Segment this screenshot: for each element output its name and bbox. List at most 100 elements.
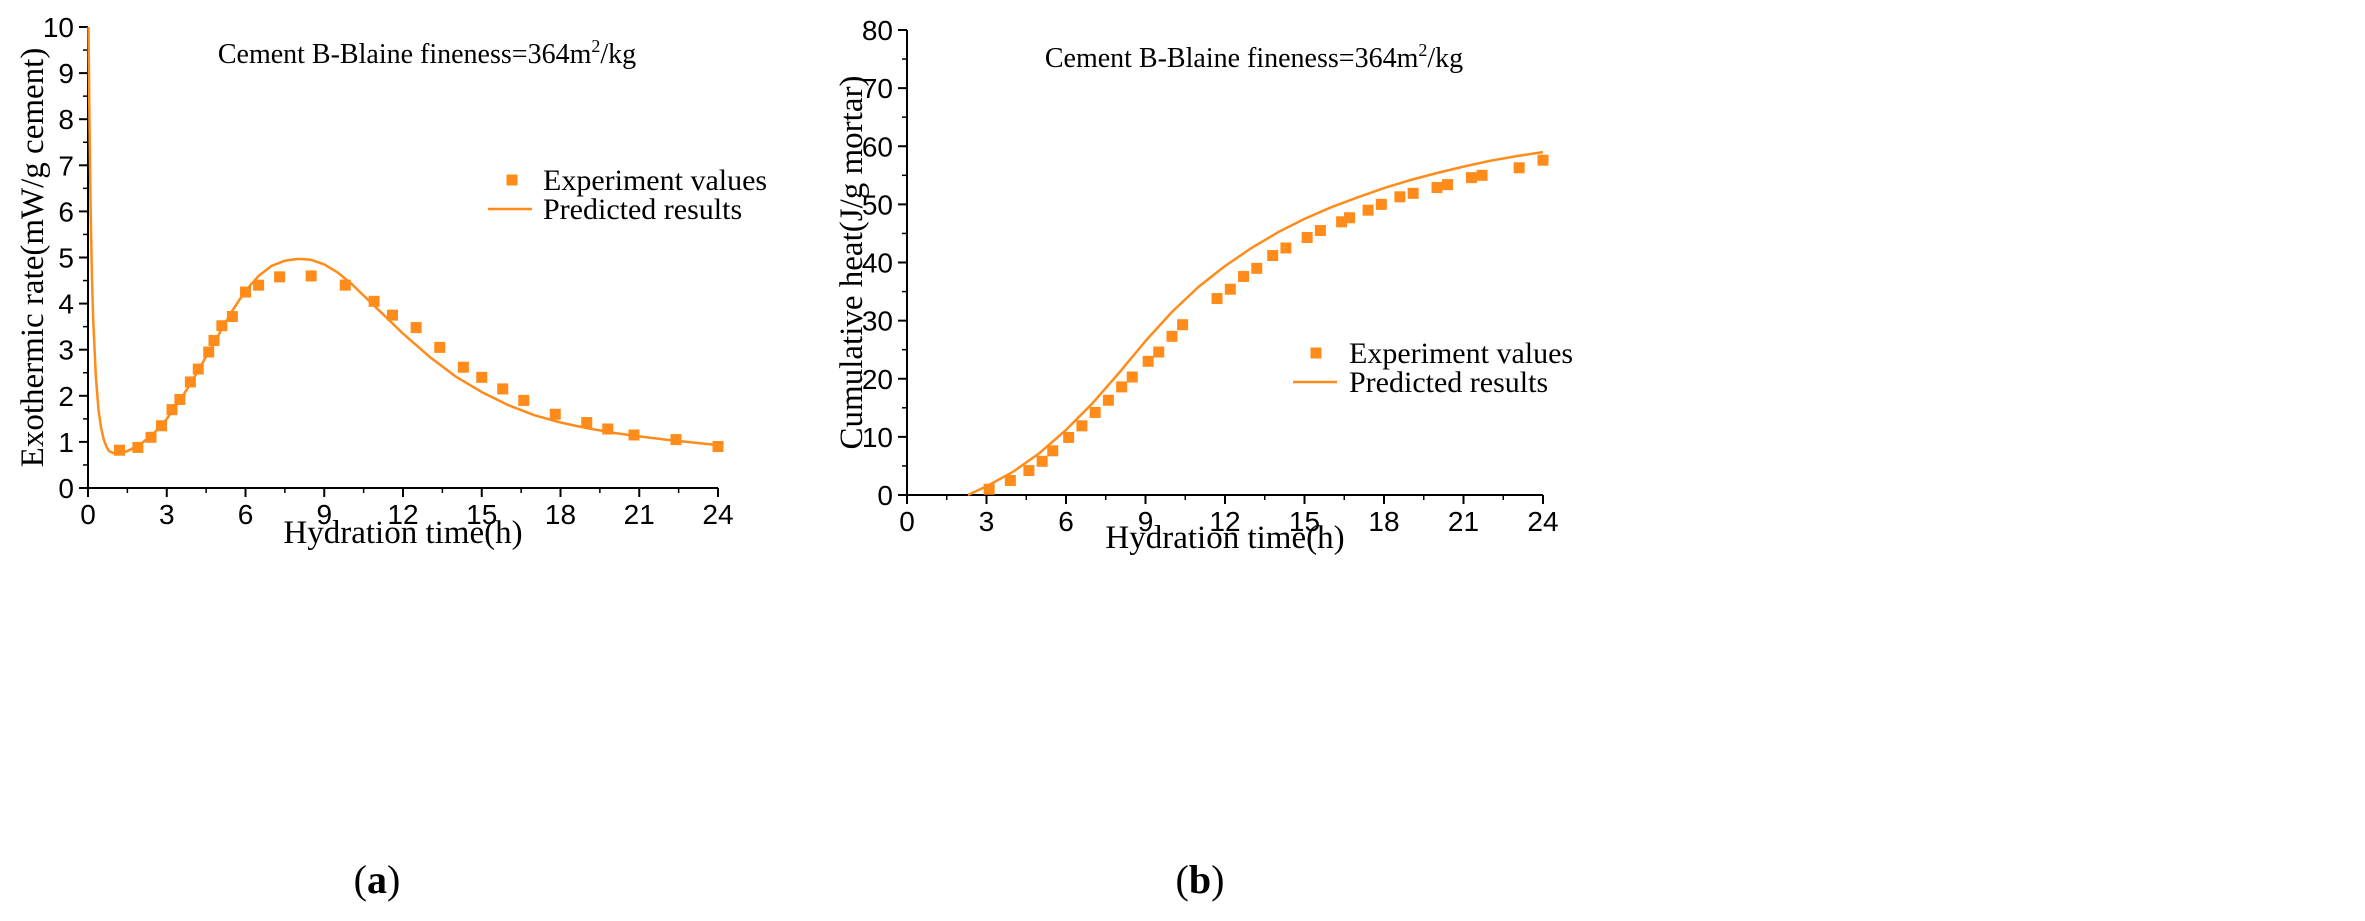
data-point <box>434 341 446 353</box>
data-point <box>1116 381 1128 393</box>
data-point <box>410 322 422 334</box>
data-point <box>305 270 317 282</box>
panel-label-open: ( <box>354 857 367 902</box>
panel-label-letter: a <box>367 857 387 902</box>
series-predicted-results <box>967 150 1544 497</box>
data-point <box>1224 283 1236 295</box>
data-point <box>1344 212 1356 224</box>
x-tick-label: 24 <box>702 499 733 530</box>
chart-title: Cement B-Blaine fineness=364m2/kg <box>218 36 636 70</box>
data-point <box>1476 169 1488 181</box>
data-point <box>1153 346 1165 358</box>
data-point <box>1537 154 1549 166</box>
y-tick-label: 50 <box>862 189 893 220</box>
y-tick-label: 3 <box>58 335 74 366</box>
y-tick-label: 9 <box>58 58 74 89</box>
data-point <box>518 394 530 406</box>
data-point <box>1267 250 1279 262</box>
y-tick-label: 7 <box>58 150 74 181</box>
x-tick-label: 12 <box>1209 506 1240 537</box>
legend-marker-experiment <box>1310 347 1322 359</box>
data-point <box>1102 394 1114 406</box>
y-tick-label: 6 <box>58 196 74 227</box>
data-point <box>1023 465 1035 477</box>
data-point <box>1362 204 1374 216</box>
y-tick-label: 8 <box>58 104 74 135</box>
legend-marker-experiment <box>506 174 518 186</box>
y-axis-title: Cumulative heat(J/g mortar) <box>834 76 870 450</box>
panel-label-open: ( <box>1176 857 1189 902</box>
x-tick-label: 15 <box>1289 506 1320 537</box>
y-tick-label: 2 <box>58 381 74 412</box>
y-tick-label: 10 <box>862 422 893 453</box>
data-point <box>339 279 351 291</box>
data-point <box>1063 431 1075 443</box>
y-tick-label: 20 <box>862 364 893 395</box>
y-tick-label: 5 <box>58 243 74 274</box>
x-tick-label: 18 <box>1368 506 1399 537</box>
x-tick-label: 24 <box>1527 506 1558 537</box>
data-point <box>983 483 995 495</box>
panel-label-letter: b <box>1189 857 1211 902</box>
x-tick-label: 3 <box>979 506 995 537</box>
chart-title-main: Cement B-Blaine fineness=364m <box>1045 43 1419 74</box>
x-axis-title: Hydration time(h) <box>283 515 522 551</box>
y-tick-label: 70 <box>862 73 893 104</box>
data-point <box>1126 371 1138 383</box>
data-point <box>1047 445 1059 457</box>
data-point <box>1036 455 1048 467</box>
data-point <box>476 371 488 383</box>
legend-label-predicted: Predicted results <box>543 193 742 226</box>
data-point <box>368 295 380 307</box>
x-tick-label: 21 <box>1448 506 1479 537</box>
data-point <box>1301 232 1313 244</box>
x-tick-label: 6 <box>238 499 254 530</box>
y-tick-label: 80 <box>862 15 893 46</box>
panel-label: (b) <box>1176 857 1225 902</box>
data-point <box>1394 191 1406 203</box>
chart-title-unit: /kg <box>1427 43 1463 74</box>
chart-title-superscript: 2 <box>591 36 600 56</box>
x-tick-label: 6 <box>1058 506 1074 537</box>
data-point <box>1336 216 1348 228</box>
x-tick-label: 3 <box>159 499 175 530</box>
data-point <box>1442 179 1454 191</box>
y-tick-label: 60 <box>862 131 893 162</box>
data-point <box>226 311 238 323</box>
x-tick-label: 12 <box>387 499 418 530</box>
y-tick-label: 0 <box>58 473 74 504</box>
data-point <box>1076 420 1088 432</box>
panel-label-close: ) <box>1211 857 1224 902</box>
x-axis-title: Hydration time(h) <box>1105 520 1344 556</box>
series-experiment-values <box>114 270 724 456</box>
chart-title-superscript: 2 <box>1418 40 1427 60</box>
panel-label: (a) <box>354 857 401 902</box>
y-tick-label: 1 <box>58 427 74 458</box>
data-point <box>497 383 509 395</box>
x-tick-label: 9 <box>316 499 332 530</box>
x-tick-label: 0 <box>899 506 915 537</box>
chart-title: Cement B-Blaine fineness=364m2/kg <box>1045 40 1463 74</box>
legend-label-experiment: Experiment values <box>543 164 767 197</box>
series-experiment-values <box>983 154 1549 495</box>
x-tick-label: 9 <box>1138 506 1154 537</box>
series-predicted-results <box>87 26 719 455</box>
data-point <box>1177 319 1189 331</box>
data-point <box>1407 187 1419 199</box>
y-tick-label: 40 <box>862 248 893 279</box>
data-point <box>457 361 469 373</box>
data-point <box>602 423 614 435</box>
data-point <box>387 309 398 321</box>
legend-label-predicted: Predicted results <box>1349 366 1548 399</box>
data-point <box>1465 172 1477 184</box>
data-point <box>1431 182 1443 194</box>
data-point <box>253 279 265 291</box>
data-point <box>132 441 144 453</box>
data-point <box>1004 474 1016 486</box>
y-axis-title: Exothermic rate(mW/g cement) <box>15 48 51 468</box>
y-tick-label: 4 <box>58 289 74 320</box>
